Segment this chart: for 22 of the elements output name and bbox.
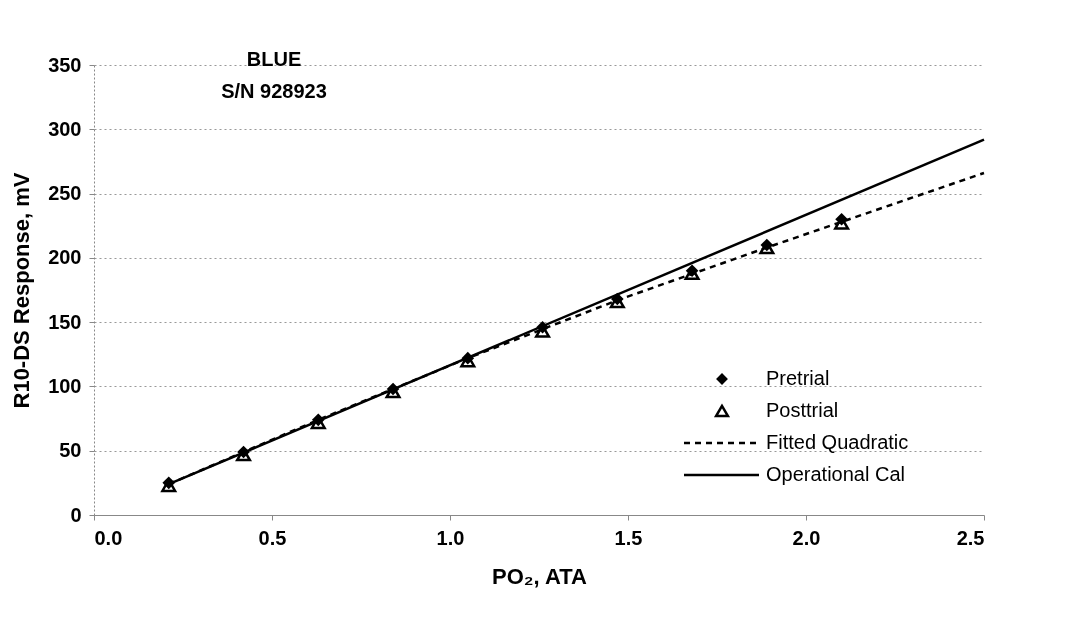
y-tick-label: 50 bbox=[59, 439, 82, 462]
annotation: S/N 928923 bbox=[221, 80, 327, 102]
x-tick-label: 1.5 bbox=[614, 526, 643, 549]
y-axis-title: R10-DS Response, mV bbox=[9, 172, 35, 409]
x-tick-label: 2.0 bbox=[792, 526, 821, 549]
x-tick-label: 0.0 bbox=[94, 526, 123, 549]
annotation: BLUE bbox=[246, 48, 302, 70]
y-tick-label: 100 bbox=[48, 374, 82, 397]
x-tick-label: 0.5 bbox=[258, 526, 287, 549]
x-tick-label: 1.0 bbox=[436, 526, 465, 549]
legend-label: Operational Cal bbox=[766, 463, 905, 485]
y-tick-label: 300 bbox=[48, 117, 82, 140]
x-tick-label: 2.5 bbox=[956, 526, 985, 549]
y-tick-label: 150 bbox=[48, 310, 82, 333]
legend-label: Pretrial bbox=[766, 367, 830, 389]
y-tick-label: 0 bbox=[70, 503, 82, 526]
y-tick-label: 350 bbox=[48, 53, 82, 76]
legend-label: Fitted Quadratic bbox=[766, 431, 909, 453]
x-axis-title: PO₂, ATA bbox=[492, 563, 588, 589]
y-tick-label: 250 bbox=[48, 182, 82, 205]
legend-label: Posttrial bbox=[766, 399, 839, 421]
y-tick-label: 200 bbox=[48, 246, 82, 269]
